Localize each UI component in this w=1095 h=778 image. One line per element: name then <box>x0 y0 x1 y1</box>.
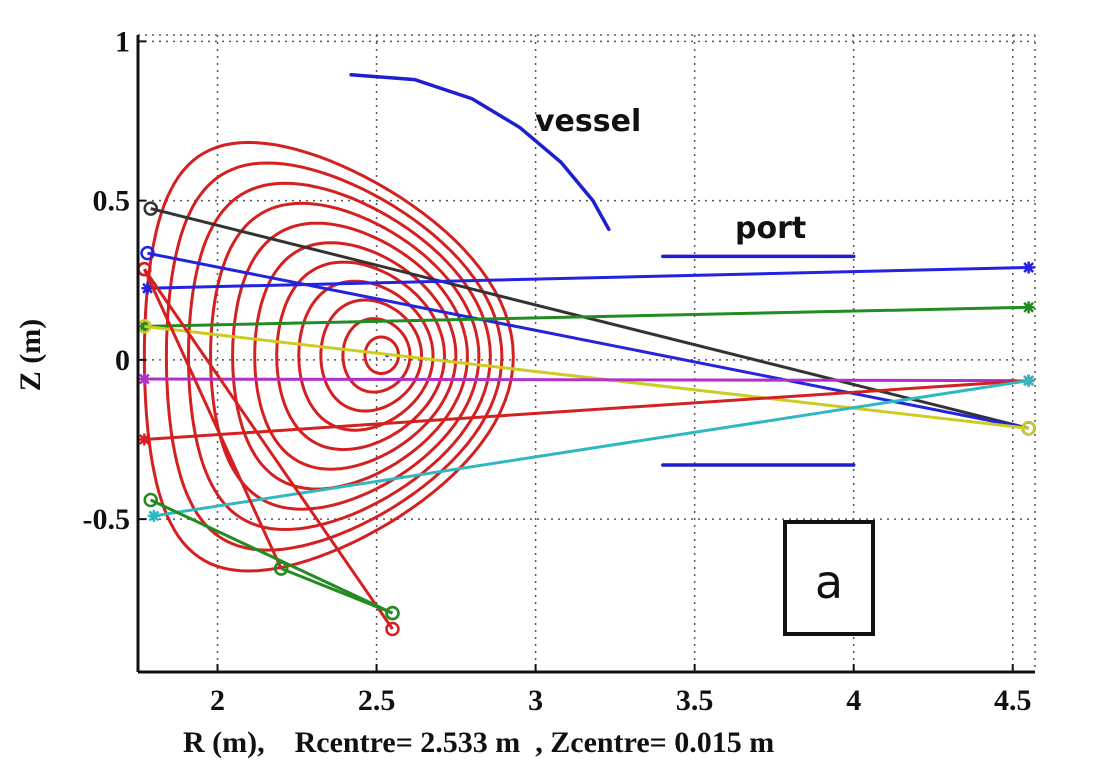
flux-surface <box>297 279 435 432</box>
ticks: 2 2.5 3 3.5 4 4.5 1 0.5 0 -0.5 <box>83 25 1032 717</box>
chord-marker-star <box>138 433 151 446</box>
x-tick-label: 2 <box>210 684 225 717</box>
x-tick-label: 4 <box>846 684 861 717</box>
flux-surface <box>253 241 458 471</box>
chord-marker-star <box>1022 374 1035 387</box>
chord-line <box>143 268 394 630</box>
y-tick-label: 0 <box>115 344 130 377</box>
chord-marker-circle <box>385 621 400 637</box>
x-tick-label: 3 <box>528 684 543 717</box>
x-axis-label: R (m), Rcentre= 2.533 m , Zcentre= 0.015… <box>183 726 774 759</box>
chord-line <box>147 251 1029 430</box>
chord-marker-circle <box>385 605 400 621</box>
structure-vessel <box>349 73 611 232</box>
chord-series <box>137 201 1036 637</box>
chord-line <box>150 498 394 615</box>
y-axis-label: Z (m) <box>14 319 47 391</box>
flux-surfaces <box>142 140 515 573</box>
chord-line <box>144 379 1029 441</box>
structures <box>349 73 856 467</box>
flux-surface <box>363 335 400 375</box>
x-tick-label: 2.5 <box>358 684 396 717</box>
flux-surface <box>275 260 447 452</box>
x-tick-label: 4.5 <box>994 684 1032 717</box>
chord-marker-star <box>138 372 151 385</box>
axes <box>136 35 1035 674</box>
flux-surface <box>341 317 412 394</box>
y-tick-label: 1 <box>115 25 130 58</box>
panel-label: a <box>815 555 843 609</box>
chord-line <box>280 567 394 615</box>
flux-surface <box>142 140 515 573</box>
chord-marker-circle <box>1021 421 1036 436</box>
annotation-port: port <box>735 211 806 246</box>
chord-marker-star <box>147 509 160 522</box>
chord-marker-star <box>141 282 154 295</box>
flux-surface <box>209 201 481 511</box>
y-tick-label: -0.5 <box>83 503 131 536</box>
flux-surface <box>231 221 469 491</box>
chord-line <box>143 268 283 570</box>
annotation-vessel: vessel <box>535 104 641 139</box>
y-tick-label: 0.5 <box>93 185 131 218</box>
chord-marker-star <box>1022 261 1035 274</box>
chord-marker-circle <box>143 201 158 216</box>
flux-surface <box>164 161 504 552</box>
chord-marker-star <box>1022 301 1035 314</box>
chord-line <box>144 377 1029 383</box>
chord-marker-circle <box>140 245 155 261</box>
chord-line <box>147 266 1029 290</box>
chord-marker-circle <box>143 492 158 508</box>
x-tick-label: 3.5 <box>676 684 714 717</box>
chord-line <box>144 305 1029 328</box>
chord-marker-star <box>138 320 151 333</box>
panel-label-box <box>783 520 875 636</box>
flux-surface <box>186 181 492 532</box>
chord-line <box>144 324 1029 430</box>
chord-marker-circle <box>273 561 289 576</box>
flux-surface <box>319 298 424 413</box>
